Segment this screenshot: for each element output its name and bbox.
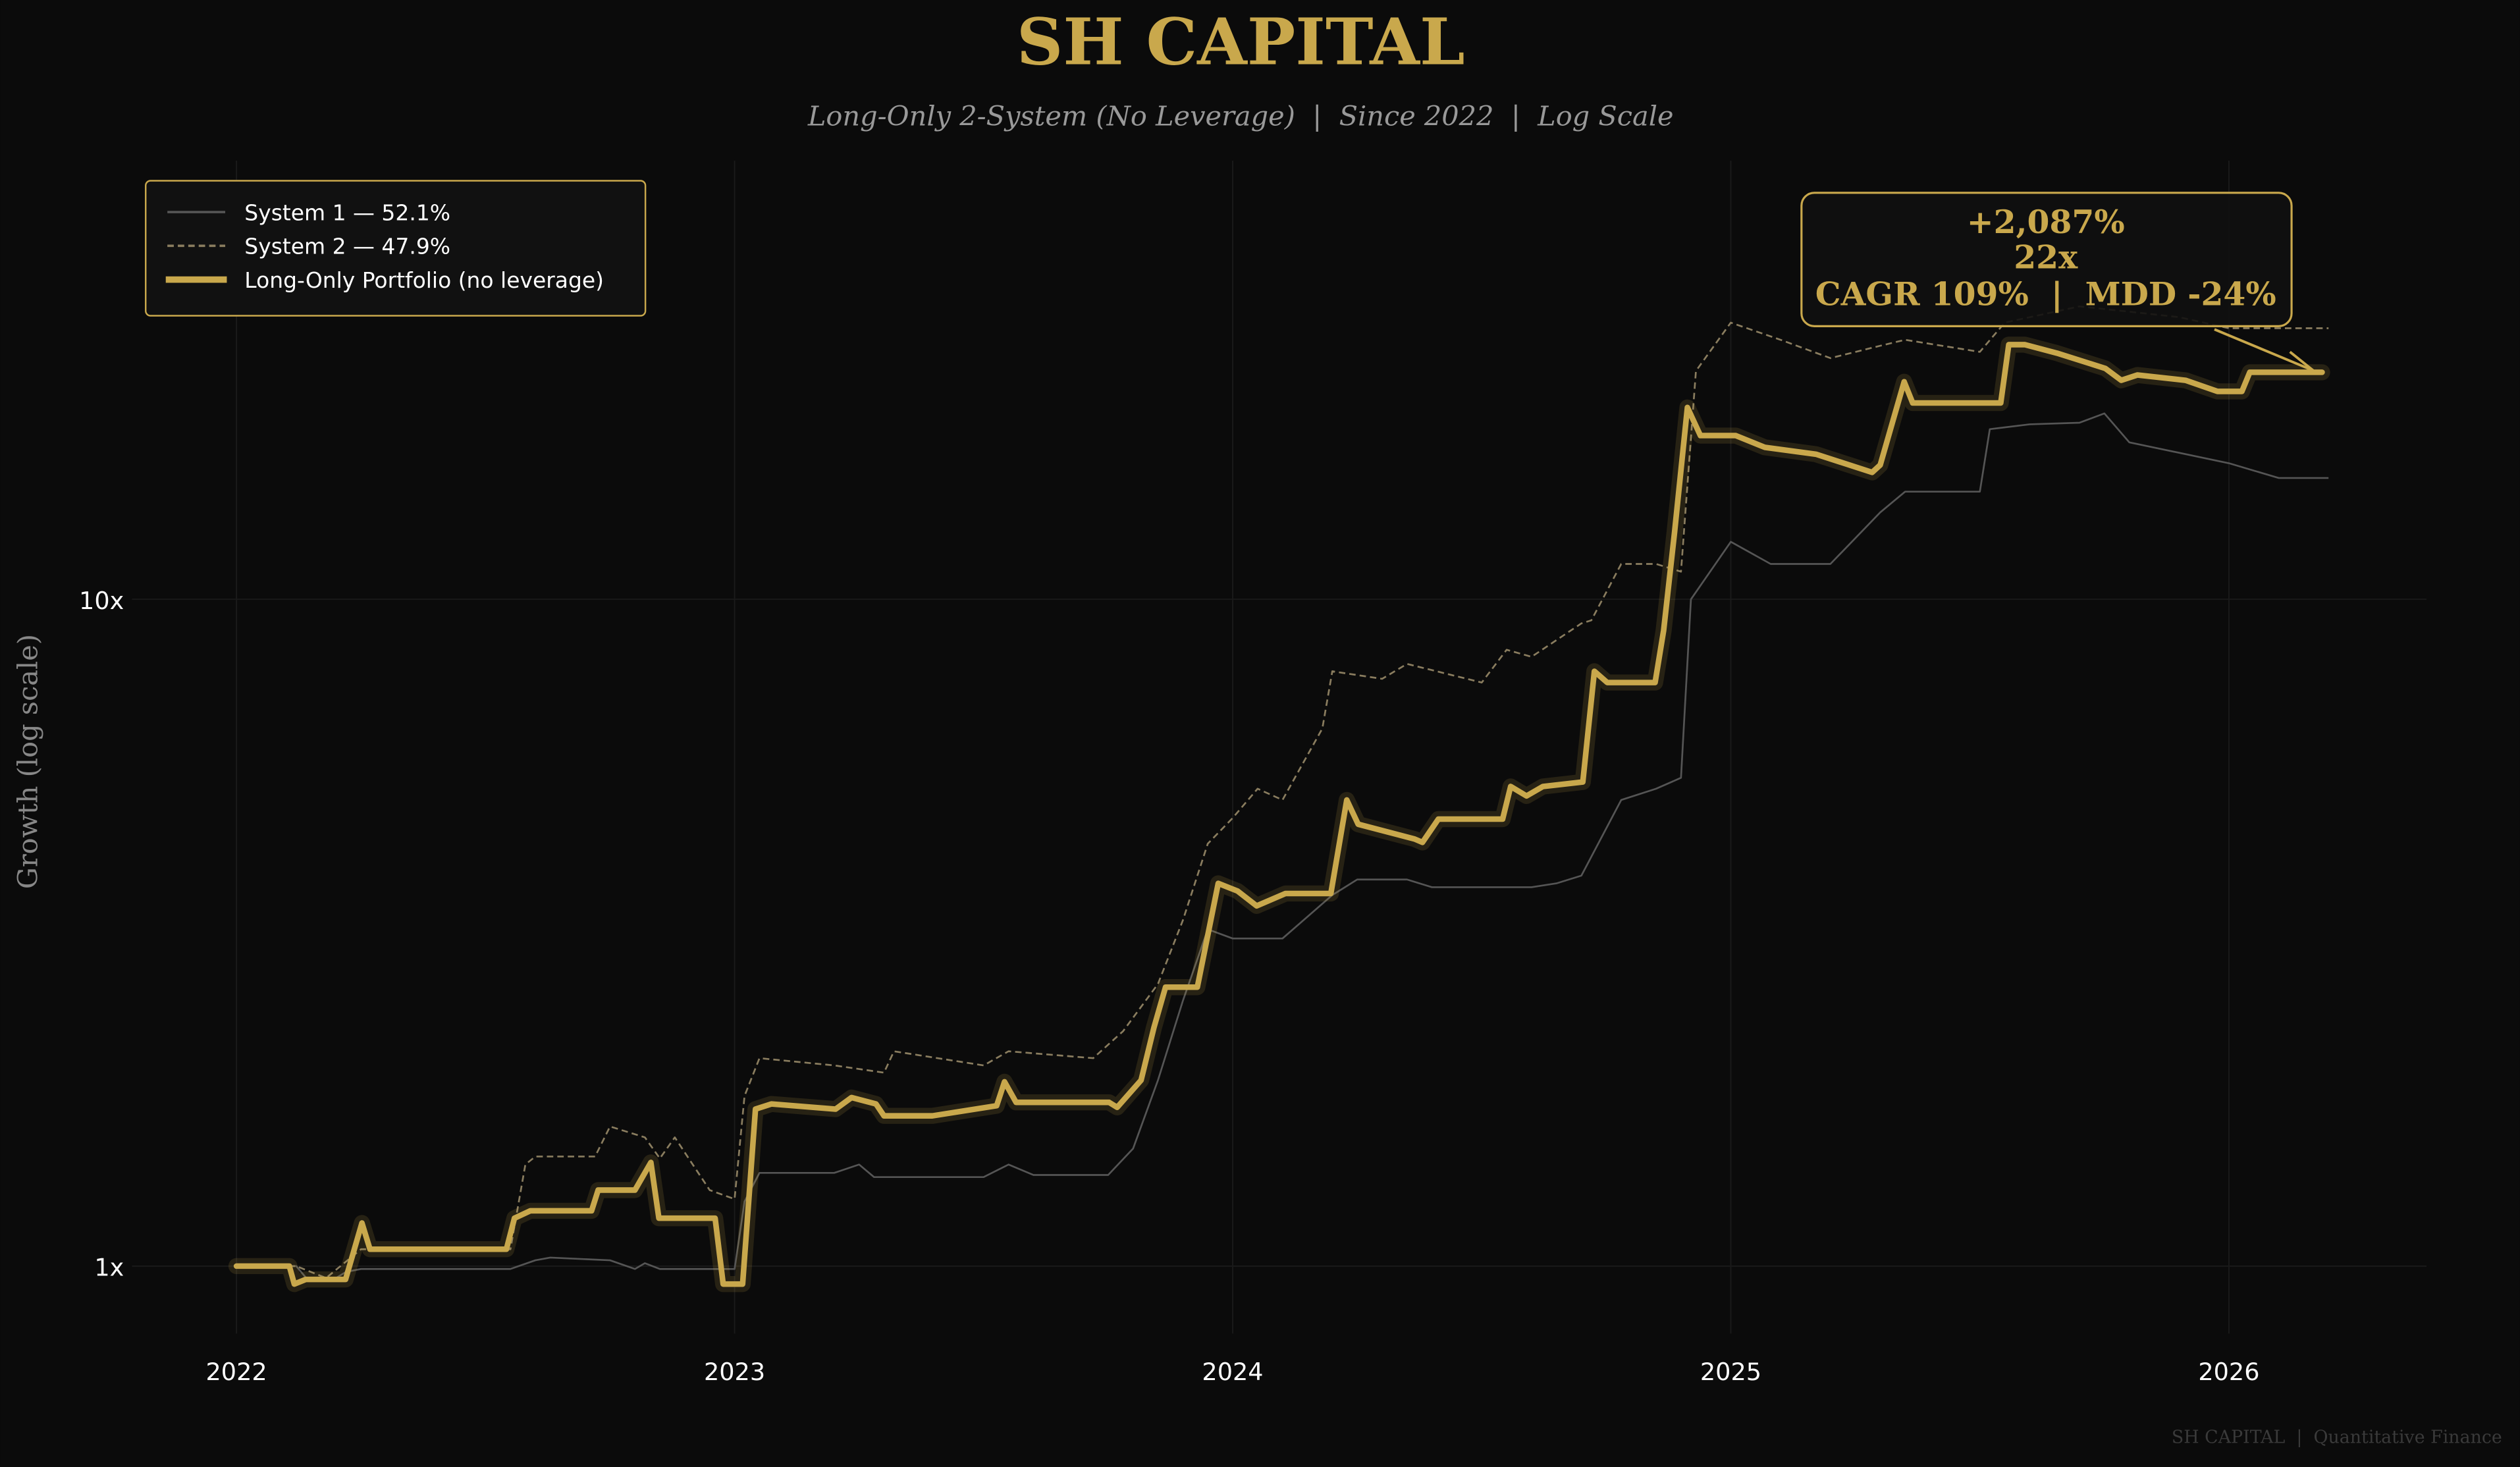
annotation-total-return: +2,087% — [1967, 203, 2125, 241]
y-tick-10x: 10x — [79, 587, 124, 615]
legend-item-system-2: System 2 — 47.9% — [167, 234, 450, 259]
series-system-1 — [236, 412, 2329, 1279]
legend-label: Long-Only Portfolio (no leverage) — [244, 267, 604, 293]
legend-label: System 1 — 52.1% — [244, 200, 450, 225]
legend-label: System 2 — 47.9% — [244, 234, 450, 259]
x-tick-2024: 2024 — [1202, 1358, 1263, 1386]
watermark: SH CAPITAL | Quantitative Finance — [2172, 1427, 2502, 1447]
series-portfolio — [233, 342, 2325, 1287]
series-system-2 — [236, 305, 2329, 1279]
x-tick-2025: 2025 — [1700, 1358, 1761, 1386]
grid — [132, 161, 2427, 1334]
legend-item-system-1: System 1 — 52.1% — [167, 200, 450, 225]
y-tick-1x: 1x — [94, 1253, 124, 1281]
legend: System 1 — 52.1% System 2 — 47.9% Long-O… — [145, 180, 647, 317]
x-tick-2026: 2026 — [2198, 1358, 2259, 1386]
legend-item-portfolio: Long-Only Portfolio (no leverage) — [165, 267, 604, 293]
annotation-multiple: 22x — [2014, 238, 2078, 277]
y-axis-label: Growth (log scale) — [12, 634, 44, 889]
annotation-box: +2,087% 22x CAGR 109% | MDD -24% — [1800, 192, 2293, 327]
x-tick-2022: 2022 — [206, 1358, 267, 1386]
chart-subtitle: Long-Only 2-System (No Leverage) | Since… — [807, 99, 1674, 132]
x-tick-2023: 2023 — [704, 1358, 765, 1386]
annotation-arrow — [2214, 328, 2318, 375]
annotation-cagr-mdd: CAGR 109% | MDD -24% — [1815, 275, 2276, 313]
chart-title: SH CAPITAL — [1017, 5, 1465, 80]
